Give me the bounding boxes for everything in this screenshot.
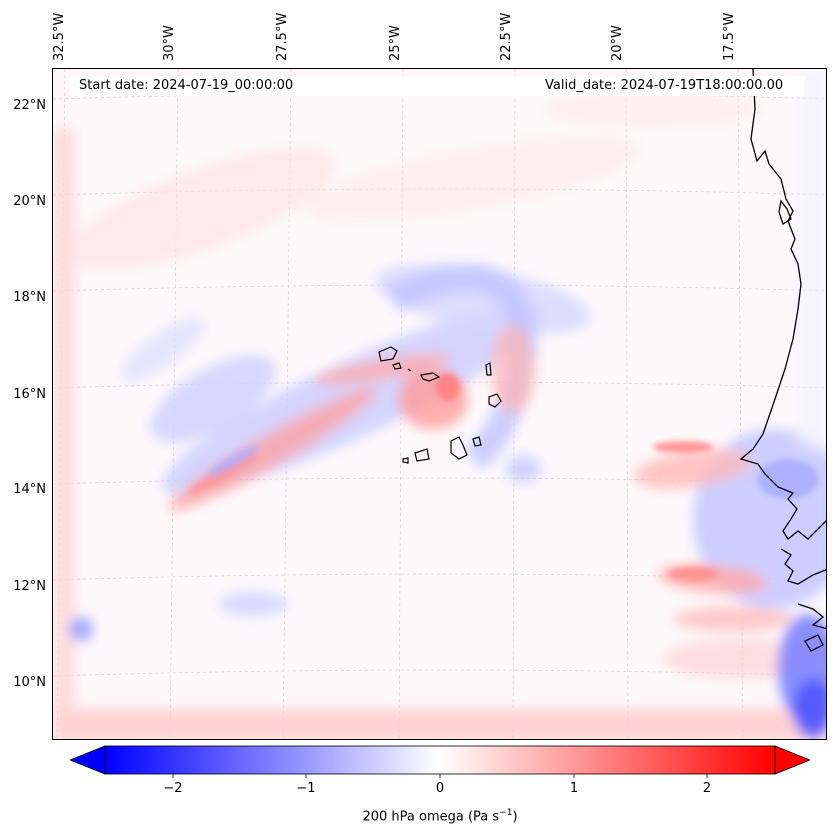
valid-date-text: Valid_date: 2024-07-19T18:00:00.00 [545,78,784,93]
omega-field-map [53,69,826,739]
lon-label-20w: 20°W [610,25,625,61]
colorbar-title-prefix: 200 hPa omega (Pa s [362,809,500,825]
lat-label-16n: 16°N [13,387,46,402]
lon-label-30w: 30°W [162,25,177,61]
colorbar-extend-high [774,745,810,775]
lat-label-10n: 10°N [13,675,46,690]
colorbar-tick-neg1: −1 [296,781,316,796]
omega-colorbar [70,745,810,778]
colorbar-tick-1: 1 [569,781,579,796]
lon-label-25w: 25°W [388,25,403,61]
lat-label-20n: 20°N [13,194,46,209]
colorbar-gradient [104,745,776,775]
colorbar-ticks [172,774,708,778]
map-plot-area[interactable] [52,68,827,740]
lon-label-32-5w: 32.5°W [52,12,67,61]
start-date-text: Start date: 2024-07-19_00:00:00 [79,78,294,93]
colorbar-tick-2: 2 [702,781,712,796]
colorbar-title-suffix: ) [512,809,518,825]
cape-verde-islands [378,346,502,464]
lat-label-18n: 18°N [13,290,46,305]
lon-label-27-5w: 27.5°W [275,12,290,61]
lat-label-12n: 12°N [13,579,46,594]
colorbar-title: 200 hPa omega (Pa s−1) [0,808,837,824]
lon-label-22-5w: 22.5°W [499,12,514,61]
omega-field-fine-detail [188,373,818,581]
lat-label-14n: 14°N [13,482,46,497]
lat-label-22n: 22°N [13,98,46,113]
colorbar-tick-0: 0 [435,781,445,796]
date-info-bar [70,76,805,96]
colorbar-extend-low [70,745,106,775]
coastline [739,69,826,652]
colorbar-tick-neg2: −2 [163,781,183,796]
lon-label-17-5w: 17.5°W [722,12,737,61]
colorbar-title-exponent: −1 [499,808,513,818]
